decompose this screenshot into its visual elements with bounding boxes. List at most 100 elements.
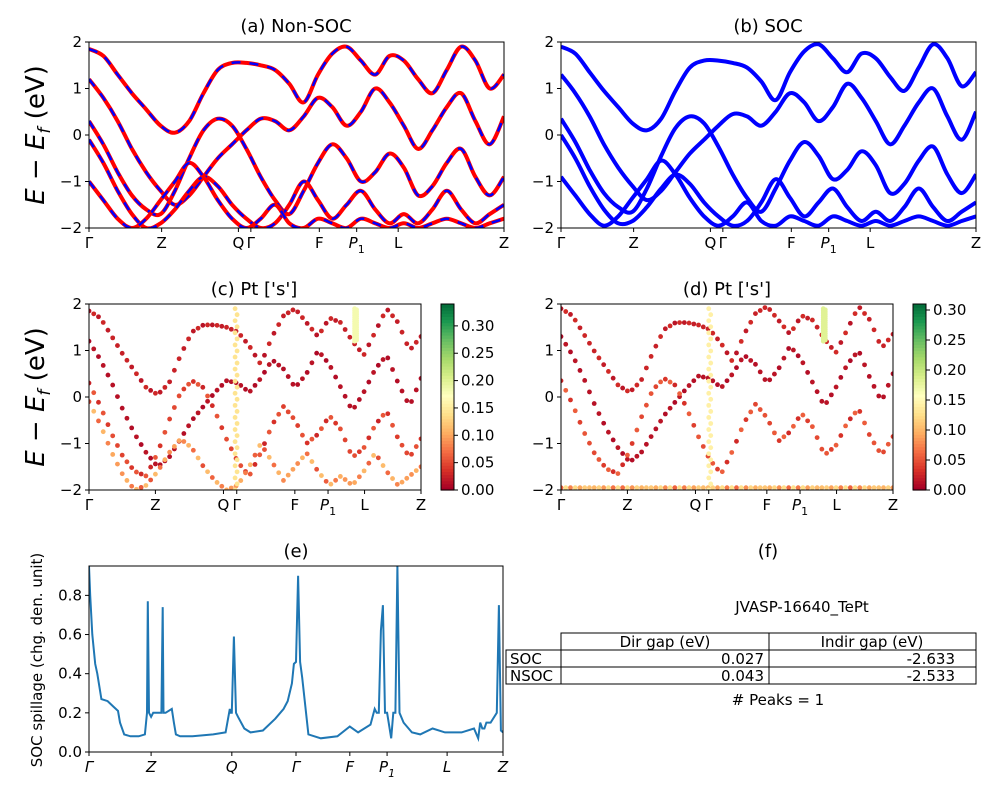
projection-point — [232, 427, 238, 432]
projection-point — [681, 388, 687, 394]
colorbar-segment — [913, 437, 926, 441]
projection-point — [214, 322, 220, 328]
projection-point — [167, 449, 173, 455]
projection-point — [100, 363, 106, 368]
projection-point — [582, 377, 588, 383]
k-point-label: Z — [499, 234, 509, 252]
projection-point — [691, 378, 697, 384]
projection-point — [119, 471, 125, 477]
projection-point — [234, 360, 240, 366]
projection-point — [805, 418, 811, 424]
projection-point — [200, 404, 206, 410]
projection-point — [871, 440, 877, 446]
projection-point — [247, 462, 253, 468]
projection-point — [214, 480, 220, 485]
panel-b-soc-bands: (b) SOC 210−1−2Γ Z Q Γ F P1 L Z — [532, 16, 981, 256]
y-tick-label: 1 — [72, 80, 82, 98]
projection-point — [568, 485, 573, 490]
k-point-label: Q — [232, 234, 244, 252]
projection-point — [629, 441, 635, 446]
colorbar-segment — [913, 483, 926, 488]
projection-point — [347, 334, 353, 340]
colorbar-segment — [913, 381, 926, 386]
panel-c-plot-area: 210−1−2Γ Z Q Γ F P1 L Z — [60, 295, 426, 518]
projection-point — [724, 485, 730, 490]
projection-point — [399, 388, 405, 394]
projection-point — [285, 374, 291, 379]
projection-point — [319, 328, 324, 334]
projection-point — [706, 342, 712, 348]
panel-f-peaks: # Peaks = 1 — [732, 691, 824, 709]
projection-point — [625, 452, 630, 458]
colorbar-segment — [441, 384, 454, 389]
colorbar-tick-label: 0.00 — [461, 481, 494, 499]
projection-point — [881, 485, 886, 490]
y-tick-label: 0 — [544, 126, 554, 144]
colorbar-segment — [913, 359, 926, 364]
projection-point — [843, 330, 848, 336]
projection-point — [572, 485, 578, 490]
projection-point — [385, 411, 391, 417]
projection-point — [143, 384, 149, 390]
projection-point — [824, 400, 829, 405]
projection-point — [706, 318, 712, 324]
projection-point — [696, 485, 701, 490]
projection-point — [309, 436, 315, 442]
colorbar-segment — [913, 331, 926, 336]
colorbar-segment — [913, 372, 926, 376]
projection-point — [715, 382, 720, 388]
projection-point — [563, 309, 569, 314]
projection-point — [706, 415, 712, 420]
k-point-label: Q — [226, 758, 238, 776]
colorbar-tick-label: 0.05 — [933, 451, 966, 469]
colorbar-segment — [441, 412, 454, 417]
projection-point — [100, 410, 106, 416]
projection-point — [805, 315, 811, 321]
projection-point — [634, 485, 640, 490]
colorbar-segment — [441, 471, 454, 476]
colorbar-segment — [913, 459, 926, 463]
projection-point — [91, 311, 97, 317]
projection-point — [862, 362, 867, 368]
projection-point — [219, 483, 225, 489]
projection-point — [706, 439, 712, 445]
projection-point — [706, 306, 712, 312]
projection-point — [885, 382, 891, 388]
projection-point — [352, 453, 357, 458]
projection-point — [871, 327, 877, 333]
projection-point — [734, 365, 739, 371]
projection-point — [418, 464, 421, 470]
colorbar-segment — [441, 406, 454, 410]
projection-point — [375, 362, 381, 368]
y-tick-label: 0.2 — [58, 704, 82, 722]
colorbar-segment — [441, 381, 454, 386]
projection-point — [352, 404, 357, 410]
colorbar-segment — [441, 372, 454, 376]
projection-point — [153, 471, 158, 477]
projection-point — [734, 438, 739, 444]
projection-point — [719, 384, 725, 389]
projection-point — [786, 430, 792, 436]
colorbar-segment — [913, 455, 926, 460]
colorbar-segment — [913, 304, 926, 308]
colorbar-segment — [441, 316, 454, 321]
projection-point — [228, 326, 234, 332]
colorbar-frame — [912, 303, 927, 491]
y-tick-label: −1 — [532, 173, 554, 191]
projection-point — [857, 350, 863, 356]
projection-point — [110, 335, 116, 341]
projection-point — [748, 485, 754, 490]
colorbar-segment — [441, 440, 454, 445]
projection-point — [819, 398, 825, 404]
projection-point — [361, 352, 367, 357]
k-point-label: F — [787, 234, 796, 252]
projection-point — [257, 360, 263, 366]
colorbar-segment — [913, 356, 926, 361]
projection-point — [582, 485, 588, 490]
projection-point — [232, 306, 238, 312]
band-line — [561, 42, 976, 133]
k-point-label: Z — [497, 758, 509, 776]
y-tick-label: −1 — [60, 173, 82, 191]
projection-point — [862, 420, 867, 426]
k-point-label: Z — [888, 496, 898, 514]
